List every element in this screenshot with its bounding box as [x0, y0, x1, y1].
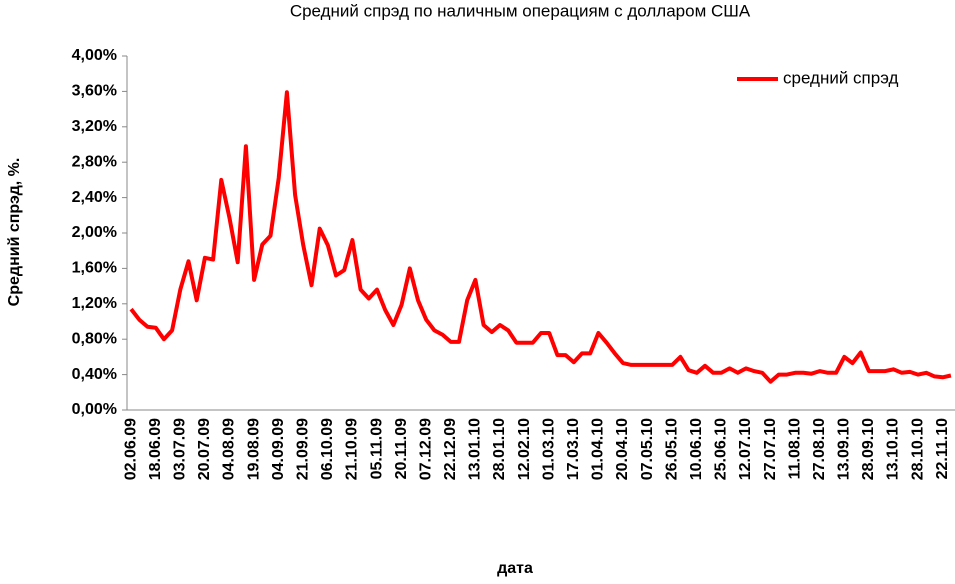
x-tick-label: 21.10.09	[344, 418, 361, 480]
x-tick-label: 05.11.09	[368, 418, 385, 480]
x-tick-label: 04.09.09	[270, 418, 287, 480]
x-tick-label: 06.10.09	[319, 418, 336, 480]
x-tick-label: 28.09.10	[860, 418, 877, 480]
y-tick-label: 0,40%	[72, 366, 117, 383]
x-tick-label: 11.08.10	[786, 418, 803, 480]
x-tick-label: 20.04.10	[614, 418, 631, 480]
y-tick-label: 1,20%	[72, 295, 117, 312]
x-tick-label: 17.03.10	[565, 418, 582, 480]
y-tick-label: 1,60%	[72, 260, 117, 277]
x-tick-label: 07.05.10	[639, 418, 656, 480]
y-tick-label: 0,80%	[72, 330, 117, 347]
x-tick-label: 13.01.10	[467, 418, 484, 480]
x-tick-label: 02.06.09	[122, 418, 139, 480]
x-tick-label: 01.04.10	[590, 418, 607, 480]
x-tick-label: 10.06.10	[688, 418, 705, 480]
x-tick-label: 19.08.09	[245, 418, 262, 480]
x-tick-label: 25.06.10	[713, 418, 730, 480]
x-tick-label: 03.07.09	[172, 418, 189, 480]
x-tick-label: 21.09.09	[294, 418, 311, 480]
x-tick-label: 20.11.09	[393, 418, 410, 480]
x-tick-label: 22.11.10	[934, 418, 951, 480]
x-tick-label: 27.07.10	[762, 418, 779, 480]
x-tick-label: 22.12.09	[442, 418, 459, 480]
y-tick-label: 2,40%	[72, 189, 117, 206]
x-tick-label: 26.05.10	[663, 418, 680, 480]
x-tick-label: 28.01.10	[491, 418, 508, 480]
x-tick-label: 12.07.10	[737, 418, 754, 480]
legend-label: средний спрэд	[783, 68, 899, 87]
x-tick-label: 12.02.10	[516, 418, 533, 480]
y-tick-label: 0,00%	[72, 401, 117, 418]
x-tick-label: 07.12.09	[417, 418, 434, 480]
y-axis-title: Средний спрэд, %.	[6, 158, 23, 307]
x-axis-title: дата	[497, 560, 533, 577]
y-tick-label: 3,20%	[72, 118, 117, 135]
x-tick-label: 01.03.10	[540, 418, 557, 480]
chart-title: Средний спрэд по наличным операциям с до…	[290, 1, 751, 20]
y-tick-label: 2,80%	[72, 153, 117, 170]
y-tick-label: 4,00%	[72, 47, 117, 64]
y-tick-label: 3,60%	[72, 83, 117, 100]
data-line	[129, 90, 952, 384]
x-tick-label: 13.10.10	[885, 418, 902, 480]
x-tick-label: 27.08.10	[811, 418, 828, 480]
y-tick-label: 2,00%	[72, 224, 117, 241]
x-tick-label: 13.09.10	[836, 418, 853, 480]
x-tick-label: 28.10.10	[909, 418, 926, 480]
x-tick-label: 04.08.09	[221, 418, 238, 480]
x-tick-label: 18.06.09	[147, 418, 164, 480]
x-tick-label: 20.07.09	[196, 418, 213, 480]
